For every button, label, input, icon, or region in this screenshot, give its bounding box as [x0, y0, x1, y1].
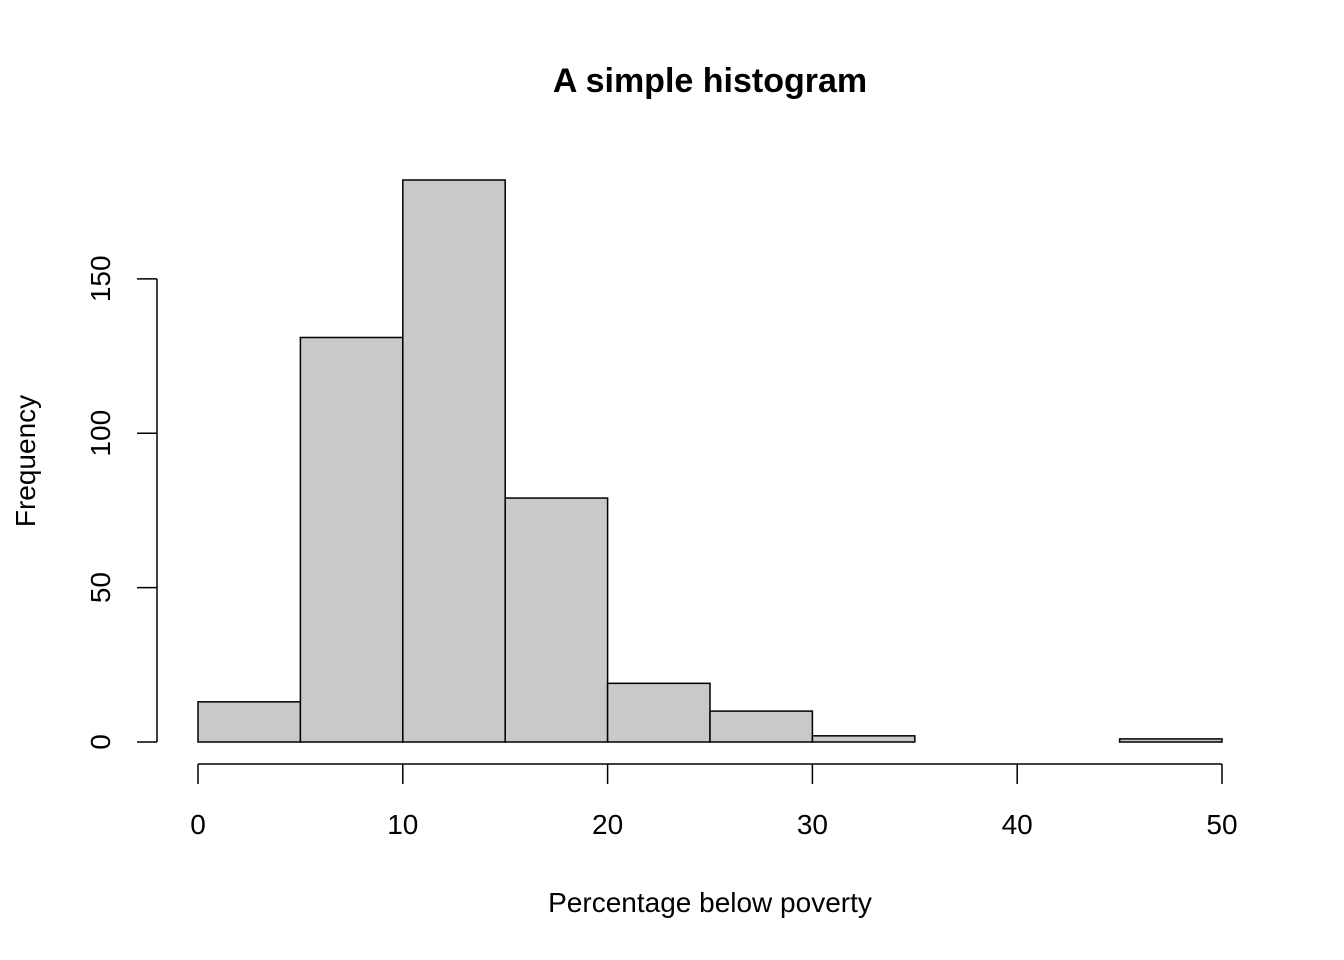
bar [709, 710, 814, 743]
chart-title: A simple histogram [553, 62, 867, 100]
bar [606, 682, 711, 743]
x-tick-label: 30 [797, 809, 828, 840]
bar [402, 179, 506, 743]
bar [811, 735, 916, 743]
x-tick-label: 50 [1206, 809, 1237, 840]
bar [1118, 738, 1223, 743]
y-tick-label: 50 [85, 572, 116, 603]
x-axis-label: Percentage below poverty [548, 887, 872, 918]
bar [197, 701, 302, 743]
bar [504, 497, 609, 743]
x-tick-label: 10 [387, 809, 418, 840]
y-tick-label: 150 [85, 255, 116, 302]
x-tick-label: 0 [190, 809, 206, 840]
x-tick-label: 20 [592, 809, 623, 840]
bar [299, 336, 404, 743]
y-axis-label: Frequency [10, 395, 41, 527]
y-tick-label: 100 [85, 410, 116, 457]
y-tick-label: 0 [85, 734, 116, 750]
x-tick-label: 40 [1002, 809, 1033, 840]
